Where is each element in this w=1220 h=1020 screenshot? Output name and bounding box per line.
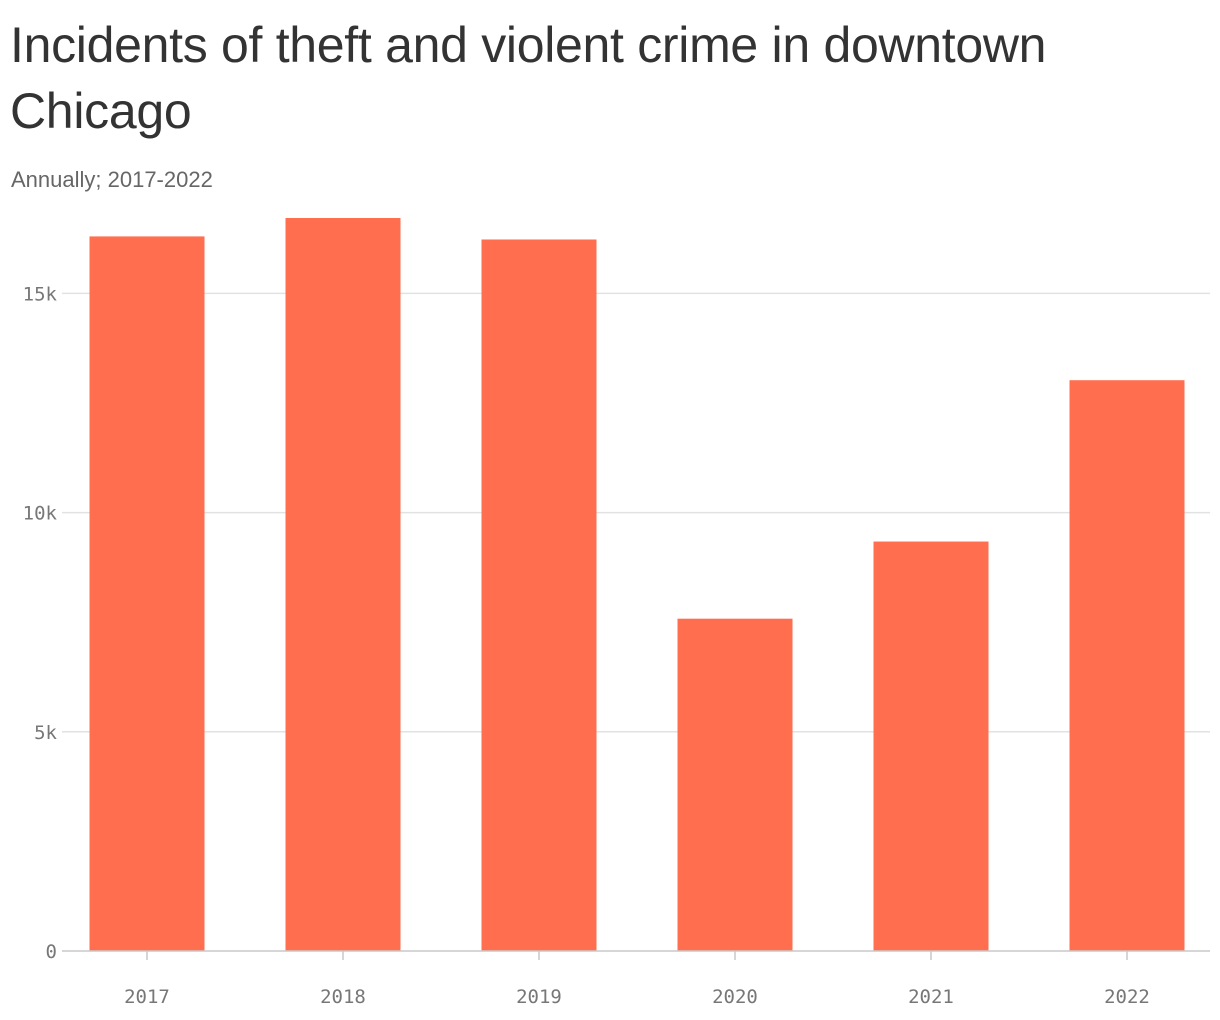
- bars: [89, 218, 1185, 952]
- x-axis: [62, 950, 1210, 960]
- y-tick-label: 15k: [23, 283, 58, 305]
- bar-2017: [89, 236, 205, 952]
- x-tick-label: 2021: [908, 986, 954, 1008]
- chart-title: Incidents of theft and violent crime in …: [10, 17, 1047, 139]
- gridlines: [62, 292, 1210, 733]
- x-tick-label: 2017: [124, 986, 170, 1008]
- bar-2020: [677, 618, 793, 951]
- bar-2019: [481, 239, 597, 952]
- x-tick-label: 2019: [516, 986, 562, 1008]
- y-axis-ticks: 0 5k 10k 15k: [23, 283, 58, 963]
- bar-2018: [285, 218, 401, 951]
- chart-subtitle: Annually; 2017-2022: [11, 167, 213, 192]
- y-tick-label: 5k: [34, 722, 57, 744]
- y-tick-label: 10k: [23, 503, 58, 525]
- x-tick-label: 2020: [712, 986, 758, 1008]
- bar-2021: [873, 541, 989, 951]
- x-tick-label: 2022: [1104, 986, 1150, 1008]
- x-axis-ticks: 2017 2018 2019 2020 2021 2022: [124, 986, 1150, 1008]
- x-tick-label: 2018: [320, 986, 366, 1008]
- bar-2022: [1069, 380, 1185, 952]
- y-tick-label: 0: [46, 941, 57, 963]
